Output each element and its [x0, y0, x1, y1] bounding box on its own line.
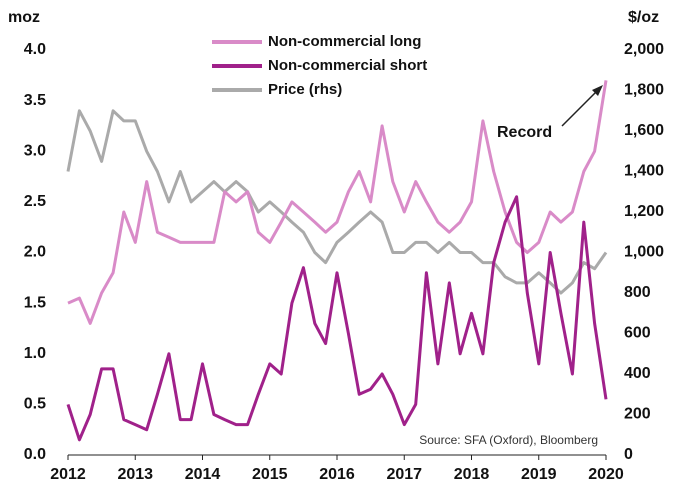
- x-tick-label: 2015: [252, 466, 288, 483]
- y2-tick-label: 2,000: [624, 41, 664, 58]
- y2-tick-label: 600: [624, 325, 651, 342]
- y-tick-label: 3.0: [24, 142, 46, 159]
- annotation: Record: [497, 124, 552, 141]
- y2-tick-label: 200: [624, 406, 651, 423]
- y2-tick-label: 1,200: [624, 203, 664, 220]
- x-tick-label: 2020: [588, 466, 624, 483]
- y2-tick-label: 1,400: [624, 163, 664, 180]
- y-tick-label: 1.5: [24, 294, 46, 311]
- x-tick-label: 2019: [521, 466, 557, 483]
- legend-label: Price (rhs): [268, 81, 342, 98]
- source: Source: SFA (Oxford), Bloomberg: [419, 433, 598, 447]
- legend-label: Non-commercial long: [268, 33, 421, 50]
- y2-tick-label: 1,600: [624, 122, 664, 139]
- legend-label: Non-commercial short: [268, 57, 427, 74]
- x-tick-label: 2016: [319, 466, 355, 483]
- y-tick-label: 0.0: [24, 446, 46, 463]
- y-axis-label: moz: [8, 9, 40, 26]
- y2-axis-label: $/oz: [628, 9, 659, 26]
- y2-tick-label: 800: [624, 284, 651, 301]
- y2-tick-label: 1,800: [624, 82, 664, 99]
- y-tick-label: 4.0: [24, 41, 46, 58]
- x-tick-label: 2018: [454, 466, 490, 483]
- y-tick-label: 2.5: [24, 193, 46, 210]
- x-tick-label: 2013: [117, 466, 153, 483]
- x-tick-label: 2012: [50, 466, 86, 483]
- y-tick-label: 1.0: [24, 345, 46, 362]
- y2-tick-label: 400: [624, 365, 651, 382]
- series-line: [66, 195, 608, 442]
- x-tick-label: 2017: [386, 466, 422, 483]
- x-tick-label: 2014: [185, 466, 221, 483]
- y2-tick-label: 1,000: [624, 244, 664, 261]
- y-tick-label: 0.5: [24, 396, 46, 413]
- y2-tick-label: 0: [624, 446, 633, 463]
- annotation-arrow: [561, 89, 599, 127]
- y-tick-label: 3.5: [24, 92, 46, 109]
- annotation-arrowhead: [592, 85, 603, 96]
- series-line: [66, 109, 608, 295]
- y-tick-label: 2.0: [24, 244, 46, 261]
- series-line: [67, 80, 608, 325]
